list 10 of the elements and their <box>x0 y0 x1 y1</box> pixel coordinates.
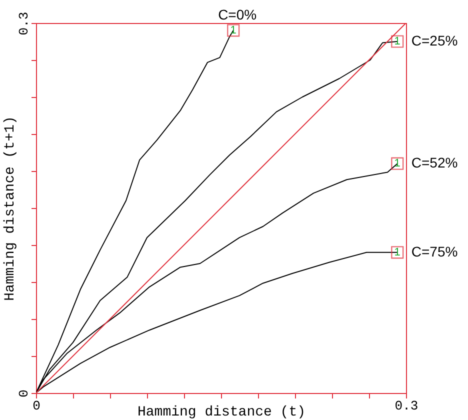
series-label: C=75% <box>411 243 458 260</box>
annotation: 1 <box>230 24 236 36</box>
annotation: 1 <box>394 246 400 258</box>
series-label: C=25% <box>411 32 458 48</box>
annotation: 1 <box>394 36 400 48</box>
series-label: C=52% <box>411 154 458 171</box>
y-axis-title: Hamming distance (t+1) <box>2 116 18 301</box>
x-axis-title: Hamming distance (t) <box>137 404 306 420</box>
series-label: C=0% <box>218 6 257 22</box>
annotation: 1 <box>394 158 400 170</box>
